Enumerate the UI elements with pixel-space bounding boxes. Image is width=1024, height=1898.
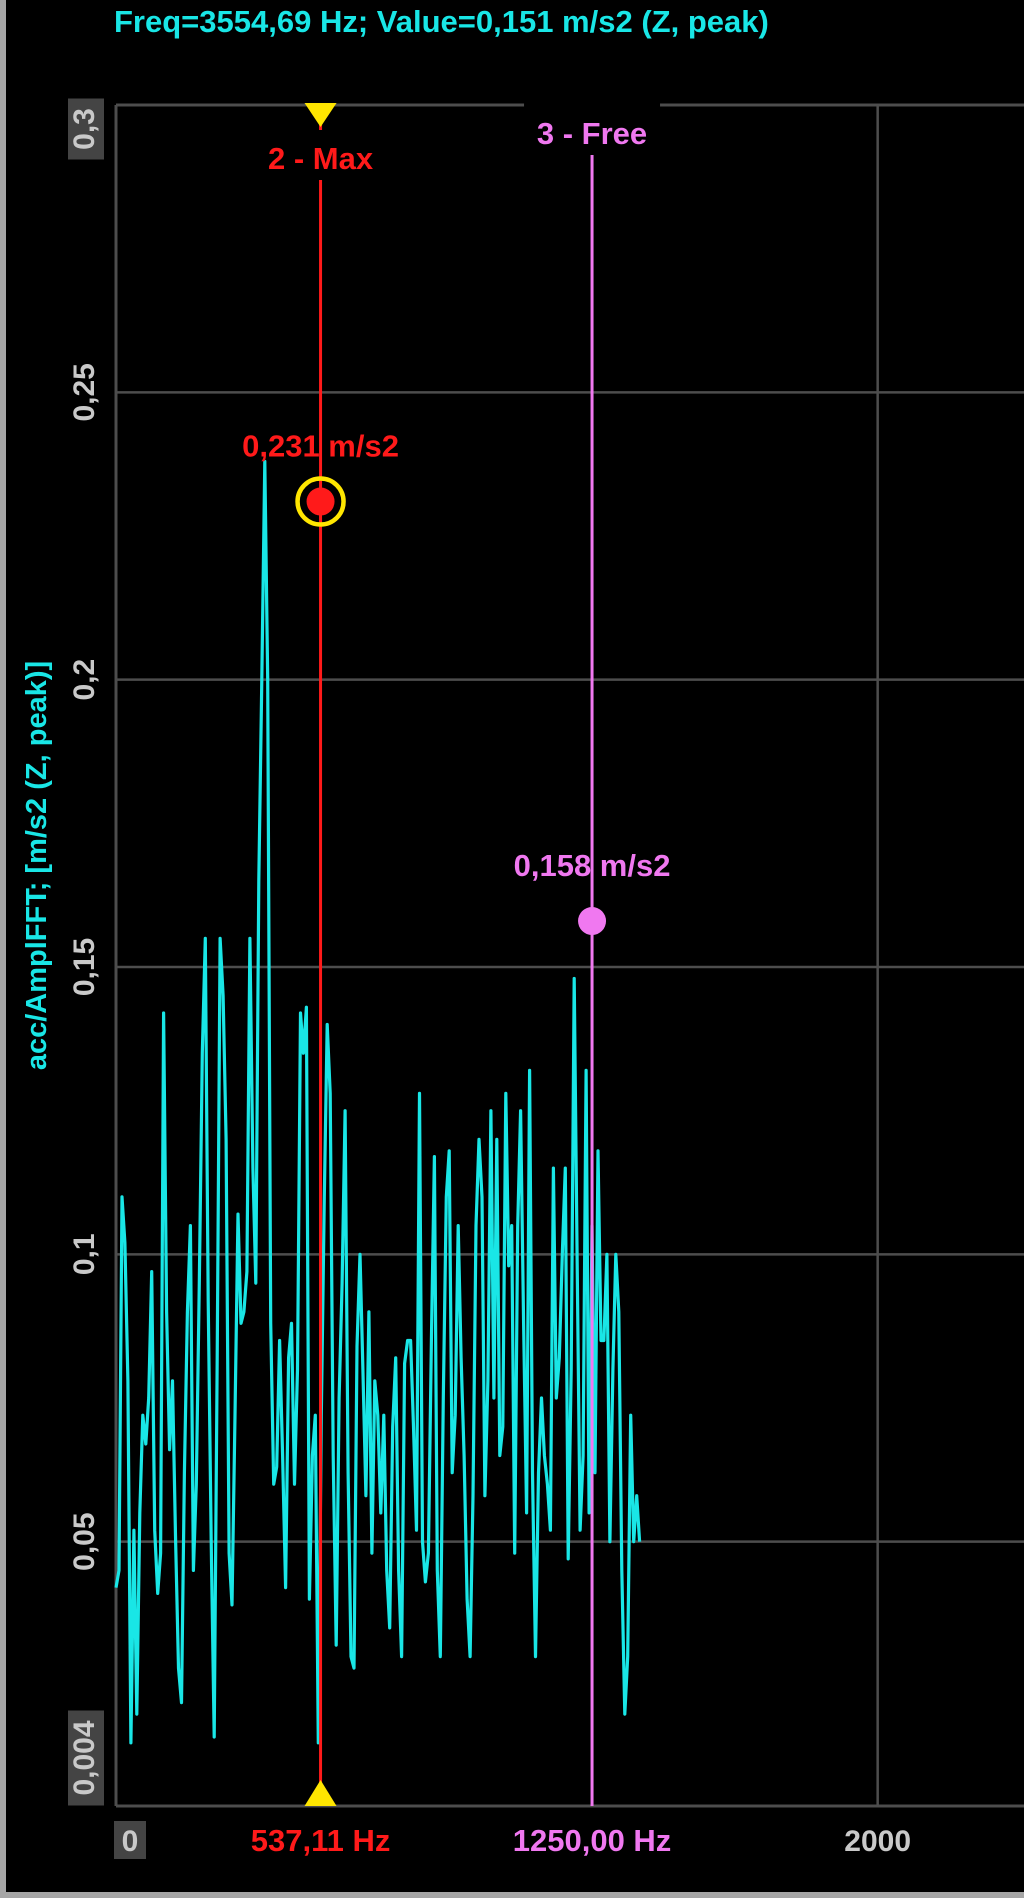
y-tick: 0,3: [68, 98, 104, 160]
x-tick-label: 2000: [844, 1825, 911, 1858]
y-tick-label: 0,2: [68, 659, 101, 701]
y-axis-title-wrap: acc/AmplFFT; [m/s2 (Z, peak)]: [21, 661, 53, 1070]
y-tick: 0,15: [68, 938, 101, 996]
cursor-x-label: 537,11 Hz: [251, 1823, 391, 1858]
cursor-name-bg: [524, 99, 661, 143]
y-axis-title-group: acc/AmplFFT; [m/s2 (Z, peak)]: [21, 661, 53, 1070]
cursor-x-label: 1250,00 Hz: [513, 1823, 672, 1858]
cursor-name-label: 3 - Free: [537, 116, 647, 151]
cursor-top-triangle[interactable]: [304, 103, 337, 127]
y-tick: 0,05: [68, 1512, 101, 1570]
cursors[interactable]: 2 - Max 0,231 m/s2 537,11 Hz 3 - Free 0,158 …: [242, 99, 671, 1858]
peak-ring: [295, 476, 346, 527]
y-tick-box: [68, 1710, 104, 1806]
y-tick-label: 0,004: [68, 1720, 101, 1795]
fft-chart[interactable]: 0,004 0,05 0,1 0,15 0,2 0,25 0,3 0 2000 acc/Amp…: [6, 0, 1024, 1898]
cursor-point: [578, 907, 607, 936]
cursor-value-label: 0,231 m/s2: [242, 429, 399, 464]
y-tick-label: 0,15: [68, 938, 101, 996]
y-tick: 0,004: [68, 1710, 104, 1806]
series-line: [114, 459, 642, 1745]
cursor-value-label: 0,158 m/s2: [514, 848, 671, 883]
y-axis: 0,004 0,05 0,1 0,15 0,2 0,25 0,3: [68, 98, 104, 1806]
trace-series: [114, 459, 642, 1745]
cursor-free[interactable]: 3 - Free 0,158 m/s2 1250,00 Hz: [513, 99, 672, 1858]
cursor-readout: Freq=3554,69 Hz; Value=0,151 m/s2 (Z, pe…: [114, 4, 769, 39]
x-axis: 0 2000: [114, 1821, 911, 1859]
y-tick: 0,1: [68, 1233, 101, 1275]
y-tick: 0,25: [68, 363, 101, 421]
cursor-name-label: 2 - Max: [268, 141, 374, 176]
x-tick-box: [114, 1821, 146, 1859]
y-tick-box: [68, 98, 104, 160]
y-tick-label: 0,05: [68, 1512, 101, 1570]
cursor-max[interactable]: 2 - Max 0,231 m/s2 537,11 Hz: [242, 103, 399, 1858]
y-tick: 0,2: [68, 659, 101, 701]
y-tick-label: 0,3: [68, 108, 101, 150]
cursor-bottom-triangle[interactable]: [304, 1780, 337, 1806]
cursor-point: [306, 487, 335, 516]
y-tick-label: 0,1: [68, 1233, 101, 1275]
grid: [114, 103, 1024, 1808]
x-tick-label: 0: [122, 1825, 139, 1858]
y-axis-title: acc/AmplFFT; [m/s2 (Z, peak)]: [21, 661, 53, 1070]
y-tick-label: 0,25: [68, 363, 101, 421]
